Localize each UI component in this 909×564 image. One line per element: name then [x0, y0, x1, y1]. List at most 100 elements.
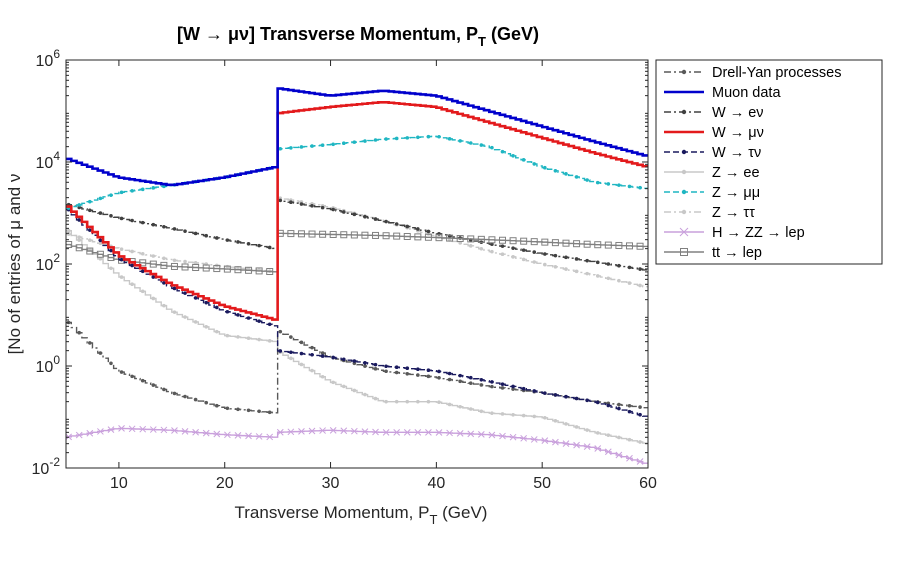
series-point	[500, 382, 505, 386]
series-point	[456, 235, 464, 243]
series-point	[416, 227, 420, 231]
series-point	[352, 388, 357, 393]
series-point	[98, 196, 103, 201]
series-point	[257, 243, 261, 248]
series-point	[405, 366, 410, 371]
series-point	[617, 402, 621, 407]
series-point	[308, 230, 316, 238]
series-point	[479, 409, 484, 414]
legend-marker	[679, 227, 689, 237]
series-point	[130, 263, 134, 268]
series-point	[236, 335, 240, 339]
series-point	[426, 368, 431, 373]
series-point	[213, 430, 221, 438]
series-point	[130, 282, 134, 287]
series-point	[352, 140, 357, 144]
series-point	[606, 262, 611, 266]
series-point	[490, 380, 494, 384]
series-point	[151, 383, 156, 387]
series-point	[490, 411, 494, 415]
series-point	[331, 207, 335, 212]
series-point	[500, 252, 505, 257]
series-point	[119, 275, 124, 279]
series-point	[562, 239, 570, 247]
series-point	[500, 149, 505, 154]
series-point	[119, 257, 124, 262]
series-point	[511, 246, 515, 250]
legend-label: Drell-Yan processes	[712, 65, 841, 81]
series-point	[246, 336, 251, 341]
legend-marker	[681, 189, 687, 195]
series-point	[384, 369, 388, 374]
series-point	[107, 254, 115, 262]
series-point	[151, 296, 156, 301]
series-point	[320, 374, 325, 379]
series-point	[352, 212, 357, 217]
series-point	[223, 265, 231, 273]
series-point	[183, 394, 187, 399]
series-point	[130, 189, 134, 193]
series-point	[363, 361, 367, 365]
series-point	[287, 428, 295, 436]
series-point	[162, 256, 166, 261]
series-point	[246, 316, 251, 320]
series-point	[585, 271, 589, 276]
series-point	[128, 425, 136, 433]
series-2	[66, 198, 648, 271]
series-point	[521, 386, 526, 391]
series-point	[245, 266, 253, 274]
series-point	[140, 251, 145, 256]
series-point	[151, 275, 156, 279]
series-point	[458, 373, 462, 378]
series-point	[511, 412, 515, 417]
legend-entry: H → ZZ → lep	[664, 225, 805, 241]
series-point	[468, 244, 473, 248]
series-point	[140, 269, 145, 274]
series-point	[236, 407, 240, 412]
x-axis-label: Transverse Momentum, PT (GeV)	[235, 503, 488, 527]
series-point	[393, 232, 401, 240]
series-point	[246, 408, 251, 413]
series-point	[320, 143, 325, 148]
series-point	[98, 257, 103, 261]
series-point	[224, 431, 231, 439]
series-point	[225, 238, 230, 242]
series-point	[289, 356, 293, 361]
series-point	[437, 134, 441, 139]
series-point	[530, 238, 538, 246]
series-point	[488, 236, 496, 244]
series-point	[553, 265, 558, 269]
series-point	[88, 238, 92, 243]
series-point	[149, 260, 157, 268]
series-point	[172, 258, 177, 263]
series-point	[278, 349, 283, 353]
x-axis: 10 20 30 40 50 60	[110, 60, 657, 492]
series-point	[500, 386, 505, 390]
series-point	[310, 352, 314, 357]
series-point	[162, 303, 166, 308]
legend-label: W → τν	[712, 145, 761, 161]
series-point	[583, 240, 591, 248]
series-point	[585, 258, 589, 263]
series-point	[278, 146, 283, 151]
series-point	[403, 232, 411, 240]
series-point	[257, 409, 261, 414]
series-point	[426, 399, 431, 404]
series-point	[75, 244, 83, 252]
series-point	[384, 137, 388, 141]
series-point	[172, 227, 177, 231]
series-point	[479, 143, 484, 147]
series-point	[267, 245, 272, 250]
series-point	[86, 247, 94, 255]
series-point	[149, 426, 157, 433]
series-point	[193, 397, 198, 402]
series-point	[97, 428, 104, 435]
series-point	[638, 440, 642, 444]
series-point	[204, 324, 209, 329]
series-point	[320, 354, 325, 358]
series-point	[405, 224, 410, 229]
series-point	[341, 210, 346, 214]
series-point	[162, 281, 166, 285]
series-point	[193, 261, 198, 265]
series-point	[77, 238, 82, 242]
